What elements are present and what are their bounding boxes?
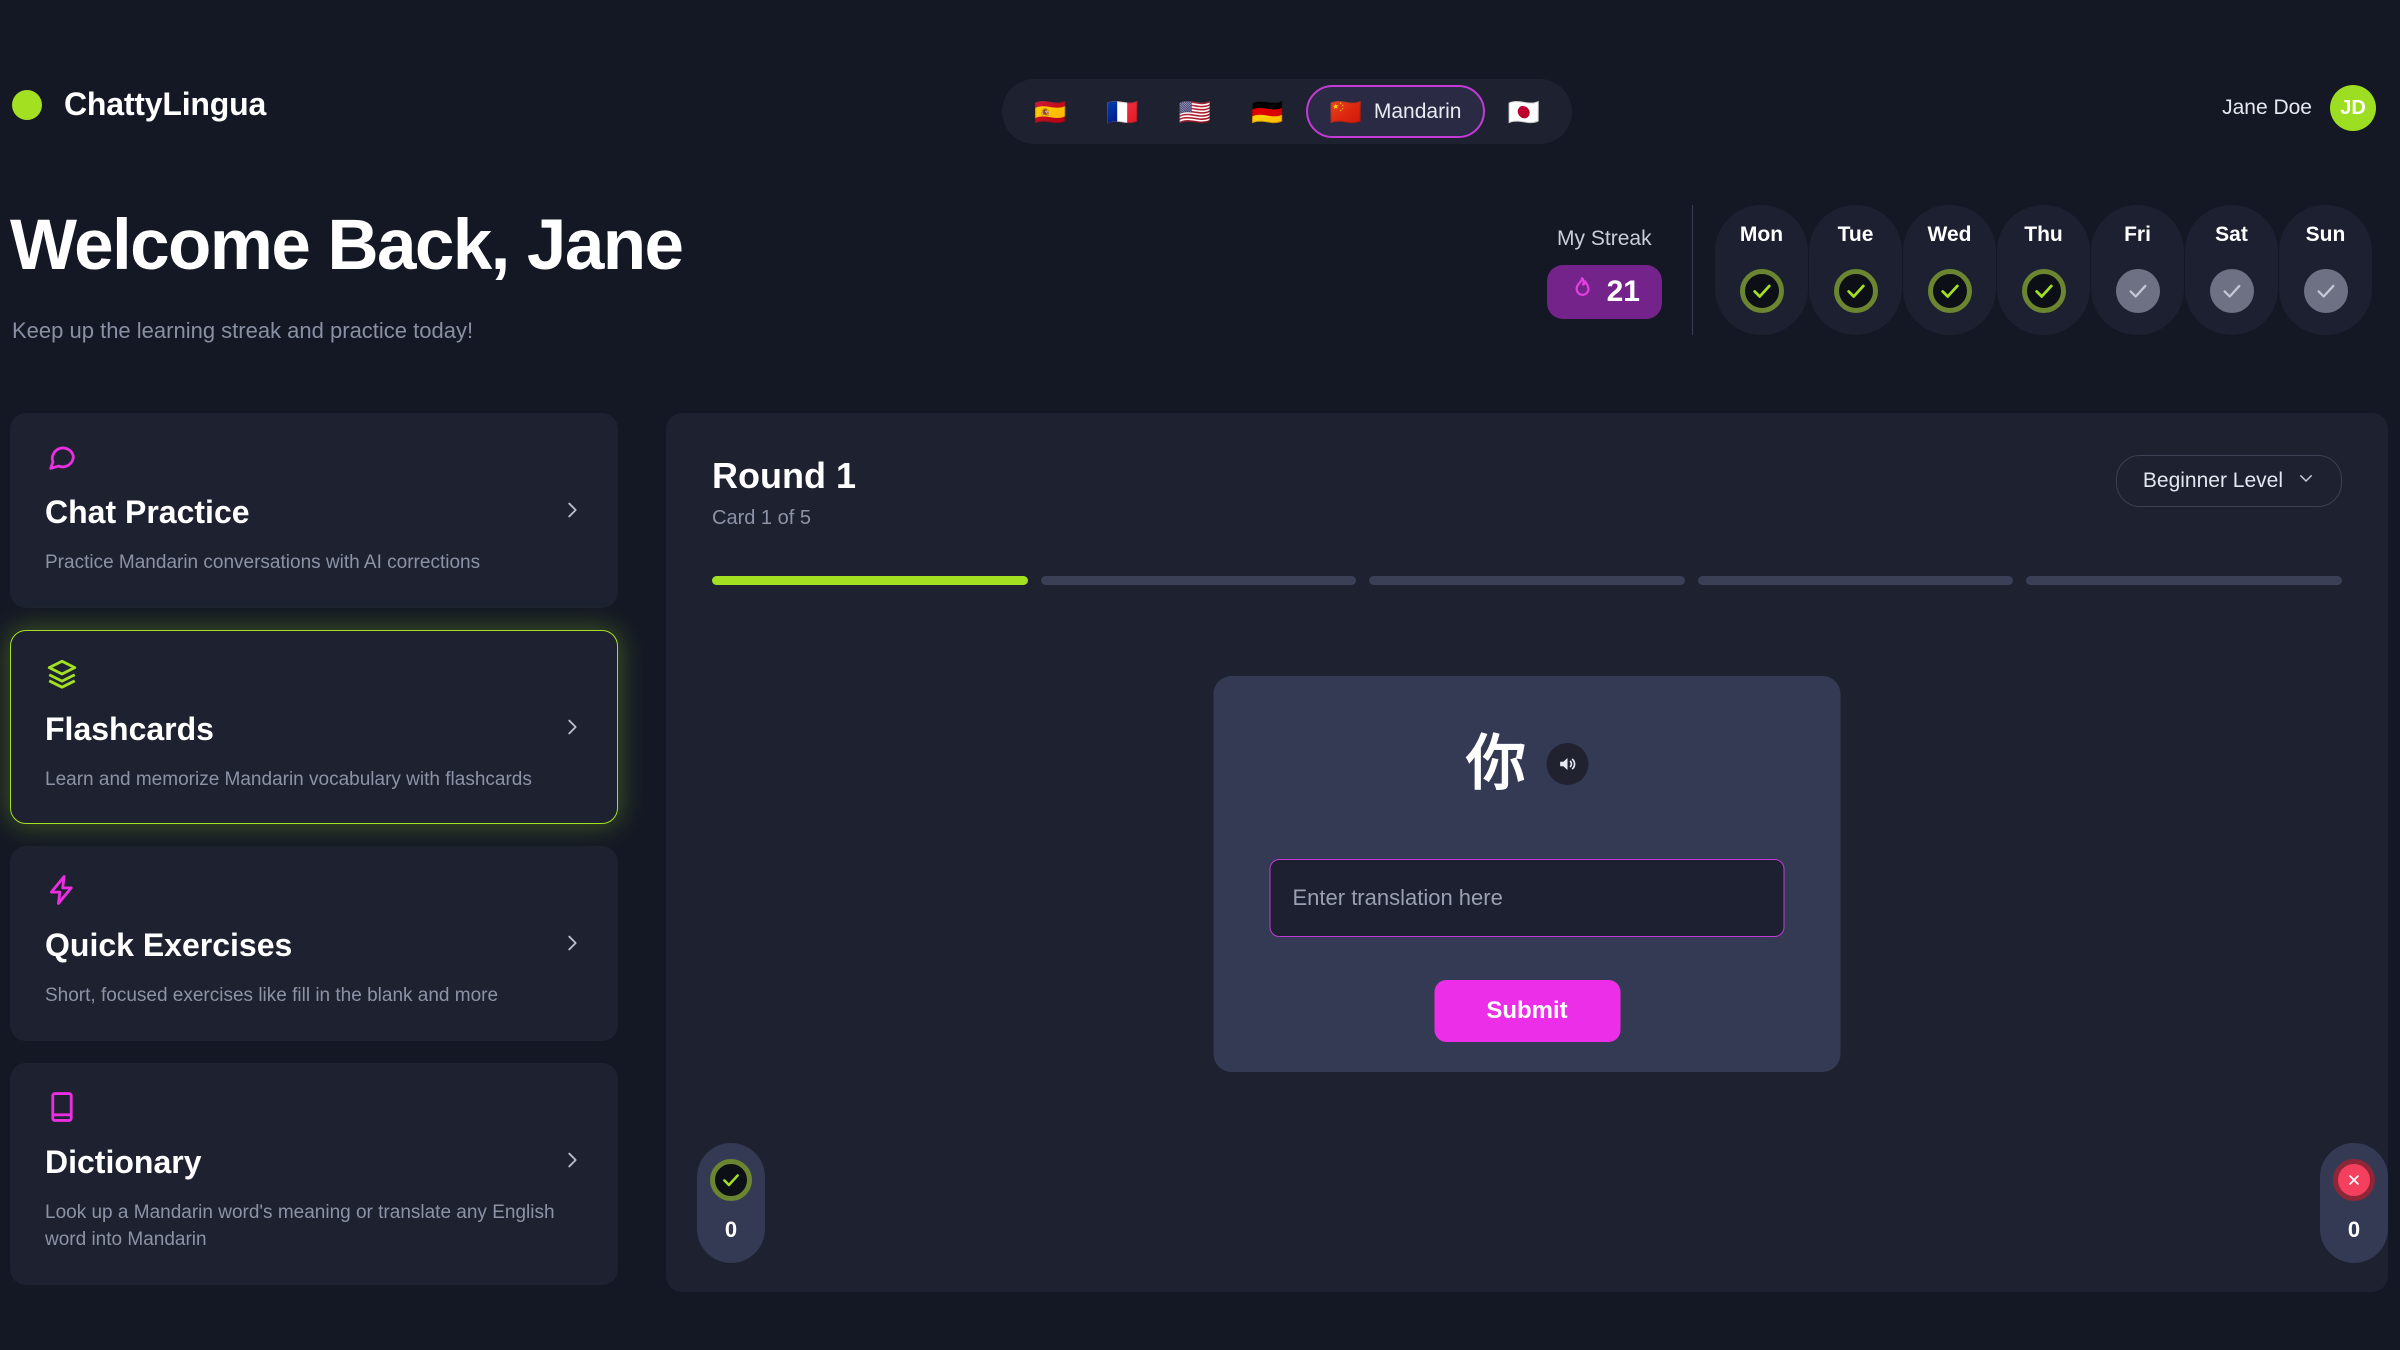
divider <box>1692 205 1693 335</box>
streak-day-wed: Wed <box>1903 205 1996 335</box>
day-label: Mon <box>1739 223 1784 246</box>
sidebar-item-title: Dictionary <box>45 1143 202 1180</box>
panel-header: Round 1 Card 1 of 5 Beginner Level <box>712 455 2342 530</box>
check-icon <box>1927 269 1972 313</box>
round-progress <box>712 576 2342 585</box>
streak-panel: My Streak 21 Mon Tue Wed <box>1546 205 2372 335</box>
page-subtitle: Keep up the learning streak and practice… <box>12 318 474 343</box>
card-counter: Card 1 of 5 <box>712 507 811 529</box>
check-icon <box>2115 269 2160 313</box>
streak-day-sat: Sat <box>2185 205 2278 335</box>
language-option-spanish[interactable]: 🇪🇸 <box>1016 85 1084 138</box>
close-icon <box>2333 1159 2375 1201</box>
page-title: Welcome Back, Jane <box>10 206 684 285</box>
flashcard-panel: Round 1 Card 1 of 5 Beginner Level 你 <box>666 413 2388 1292</box>
user-menu[interactable]: Jane Doe JD <box>2222 85 2376 131</box>
sidebar-item-description: Learn and memorize Mandarin vocabulary w… <box>45 768 532 790</box>
progress-segment <box>1369 576 1685 585</box>
correct-count: 0 <box>724 1217 738 1242</box>
chevron-right-icon <box>561 1145 583 1180</box>
check-icon <box>2209 269 2254 313</box>
level-dropdown[interactable]: Beginner Level <box>2115 455 2342 507</box>
sidebar-item-title: Chat Practice <box>45 494 250 530</box>
brand-name: ChattyLingua <box>64 86 267 122</box>
check-icon <box>2021 269 2066 313</box>
language-selector[interactable]: 🇪🇸 🇫🇷 🇺🇸 🇩🇪 🇨🇳 Mandarin 🇯🇵 <box>1002 79 1572 144</box>
streak-day-sun: Sun <box>2279 205 2372 335</box>
brand-logo[interactable]: ChattyLingua <box>12 86 266 123</box>
language-option-label: Mandarin <box>1373 99 1462 123</box>
flag-china-icon: 🇨🇳 <box>1329 96 1362 127</box>
user-name: Jane Doe <box>2222 96 2312 119</box>
sidebar-item-title: Flashcards <box>45 710 214 747</box>
feature-nav: Chat Practice Practice Mandarin conversa… <box>10 413 618 1285</box>
flame-icon <box>1569 276 1595 309</box>
sidebar-item-description: Practice Mandarin conversations with AI … <box>45 552 481 573</box>
flashcard-word: 你 <box>1466 730 1526 797</box>
flag-usa-icon: 🇺🇸 <box>1178 96 1212 127</box>
lightning-bolt-icon <box>45 873 583 913</box>
check-icon <box>710 1159 752 1201</box>
submit-button[interactable]: Submit <box>1434 980 1620 1042</box>
flag-spain-icon: 🇪🇸 <box>1034 96 1067 127</box>
sidebar-item-quick-exercises[interactable]: Quick Exercises Short, focused exercises… <box>10 846 618 1041</box>
day-label: Thu <box>2024 223 2063 246</box>
sidebar-item-dictionary[interactable]: Dictionary Look up a Mandarin word's mea… <box>10 1062 618 1285</box>
logo-dot-icon <box>12 89 42 120</box>
flag-germany-icon: 🇩🇪 <box>1251 96 1284 127</box>
incorrect-count: 0 <box>2347 1217 2361 1242</box>
streak-label: My Streak <box>1557 227 1652 250</box>
streak-day-tue: Tue <box>1809 205 1902 335</box>
language-option-german[interactable]: 🇩🇪 <box>1233 85 1301 138</box>
day-label: Wed <box>1927 223 1972 246</box>
streak-day-mon: Mon <box>1715 205 1808 335</box>
sidebar-item-description: Short, focused exercises like fill in th… <box>45 985 499 1007</box>
day-label: Tue <box>1837 223 1874 246</box>
check-icon <box>1739 269 1784 313</box>
day-label: Sun <box>2305 223 2346 246</box>
chevron-right-icon <box>561 928 583 963</box>
app-header: ChattyLingua 🇪🇸 🇫🇷 🇺🇸 🇩🇪 🇨🇳 Mandarin 🇯🇵 … <box>0 0 2400 145</box>
chat-bubble-icon <box>45 440 583 480</box>
round-title: Round 1 <box>712 455 856 496</box>
streak-count: 21 <box>1606 275 1640 308</box>
progress-segment <box>1697 576 2014 585</box>
check-icon <box>2303 269 2348 313</box>
chevron-right-icon <box>561 712 583 747</box>
sidebar-item-title: Quick Exercises <box>45 927 293 964</box>
correct-score: 0 <box>697 1143 765 1263</box>
language-option-mandarin[interactable]: 🇨🇳 Mandarin <box>1305 85 1486 138</box>
streak-summary: My Streak 21 <box>1546 205 1692 319</box>
language-option-english[interactable]: 🇺🇸 <box>1161 85 1229 138</box>
sidebar-item-chat-practice[interactable]: Chat Practice Practice Mandarin conversa… <box>10 413 618 608</box>
flashcard: 你 Submit <box>1213 676 1841 1072</box>
flashcard-word-row: 你 <box>1466 734 1588 794</box>
level-dropdown-label: Beginner Level <box>2142 469 2283 492</box>
check-icon <box>1833 269 1878 313</box>
incorrect-score: 0 <box>2320 1143 2388 1263</box>
sidebar-item-description: Look up a Mandarin word's meaning or tra… <box>45 1201 555 1251</box>
day-label: Sat <box>2215 223 2248 246</box>
progress-segment <box>1040 576 1357 585</box>
progress-segment <box>712 576 1028 585</box>
translation-input[interactable] <box>1269 859 1785 937</box>
flag-france-icon: 🇫🇷 <box>1106 96 1139 127</box>
streak-badge: 21 <box>1546 265 1662 319</box>
language-option-japanese[interactable]: 🇯🇵 <box>1489 85 1557 138</box>
avatar[interactable]: JD <box>2330 85 2376 131</box>
book-icon <box>45 1090 583 1130</box>
chevron-right-icon <box>561 495 583 530</box>
streak-days: Mon Tue Wed Thu Fri <box>1715 205 2372 335</box>
layers-icon <box>45 657 583 697</box>
flag-japan-icon: 🇯🇵 <box>1507 96 1540 127</box>
streak-day-thu: Thu <box>1997 205 2090 335</box>
round-info: Round 1 Card 1 of 5 <box>712 455 856 530</box>
day-label: Fri <box>2124 223 2151 246</box>
progress-segment <box>2026 576 2342 585</box>
streak-day-fri: Fri <box>2091 205 2184 335</box>
language-option-french[interactable]: 🇫🇷 <box>1088 85 1156 138</box>
chevron-down-icon <box>2297 469 2315 493</box>
speaker-icon[interactable] <box>1546 743 1588 785</box>
sidebar-item-flashcards[interactable]: Flashcards Learn and memorize Mandarin v… <box>10 629 618 825</box>
